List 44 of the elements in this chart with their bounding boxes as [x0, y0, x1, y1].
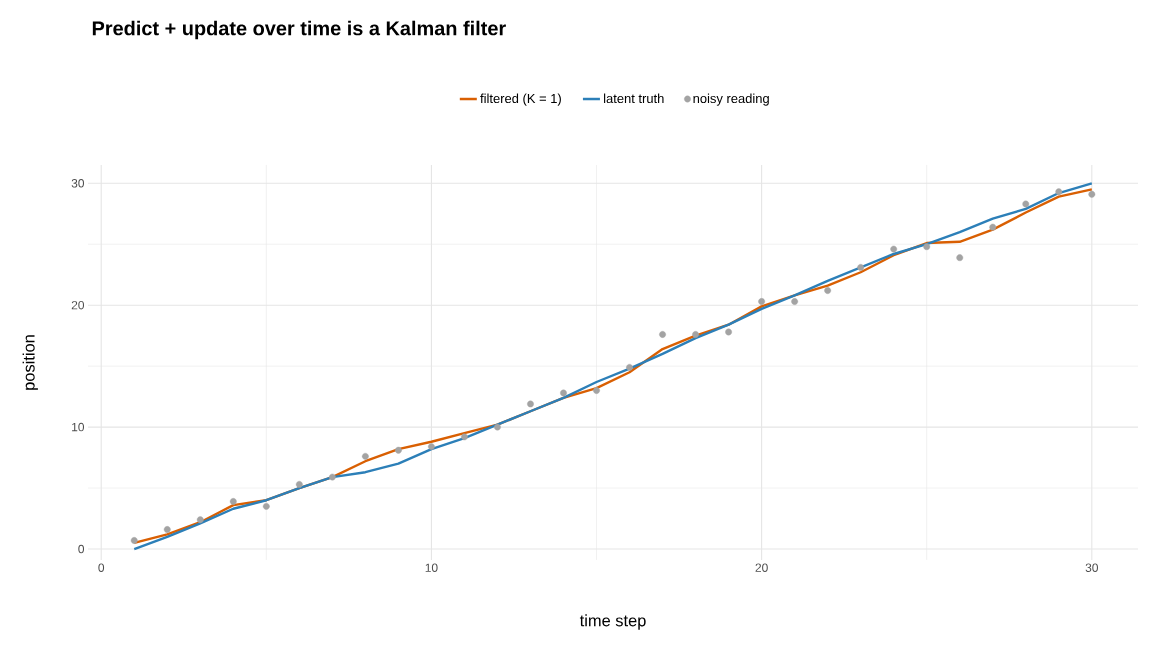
point	[593, 387, 600, 394]
point	[1055, 188, 1063, 196]
point	[890, 245, 898, 253]
point	[163, 526, 171, 533]
point	[857, 264, 865, 271]
point	[527, 400, 534, 408]
y-axis-title: position	[22, 335, 38, 390]
point	[361, 452, 369, 460]
point	[560, 389, 567, 397]
x-tick-label: 30	[1085, 563, 1098, 572]
point	[824, 287, 832, 294]
x-tick-label: 0	[98, 563, 105, 572]
legend-label: latent truth	[604, 93, 664, 104]
point	[461, 433, 468, 441]
y-tick-label: 30	[71, 179, 85, 188]
y-tick-label: 20	[71, 300, 85, 310]
point	[395, 446, 402, 454]
point	[196, 516, 204, 524]
legend-label: filtered (K = 1)	[480, 93, 561, 106]
point	[626, 363, 633, 371]
point	[130, 537, 138, 544]
point	[428, 443, 435, 450]
x-tick-label: 20	[755, 563, 768, 572]
point	[229, 498, 237, 505]
point	[989, 223, 997, 231]
point	[692, 331, 699, 338]
chart-title: Predict + update over time is a Kalman filter	[92, 20, 506, 40]
legend-label: noisy reading	[693, 93, 769, 106]
y-tick-label: 10	[72, 422, 85, 432]
point	[262, 502, 270, 510]
point	[956, 254, 964, 262]
point	[1022, 200, 1030, 208]
point	[1088, 190, 1096, 198]
point	[494, 423, 501, 431]
point	[791, 298, 799, 305]
point	[725, 328, 732, 336]
x-axis-title: time step	[579, 614, 646, 630]
x-tick-label: 10	[425, 563, 438, 572]
point	[659, 331, 666, 338]
point	[923, 243, 931, 251]
point	[758, 298, 765, 305]
point	[295, 481, 303, 488]
y-tick-label: 0	[78, 544, 85, 554]
point	[328, 473, 336, 481]
